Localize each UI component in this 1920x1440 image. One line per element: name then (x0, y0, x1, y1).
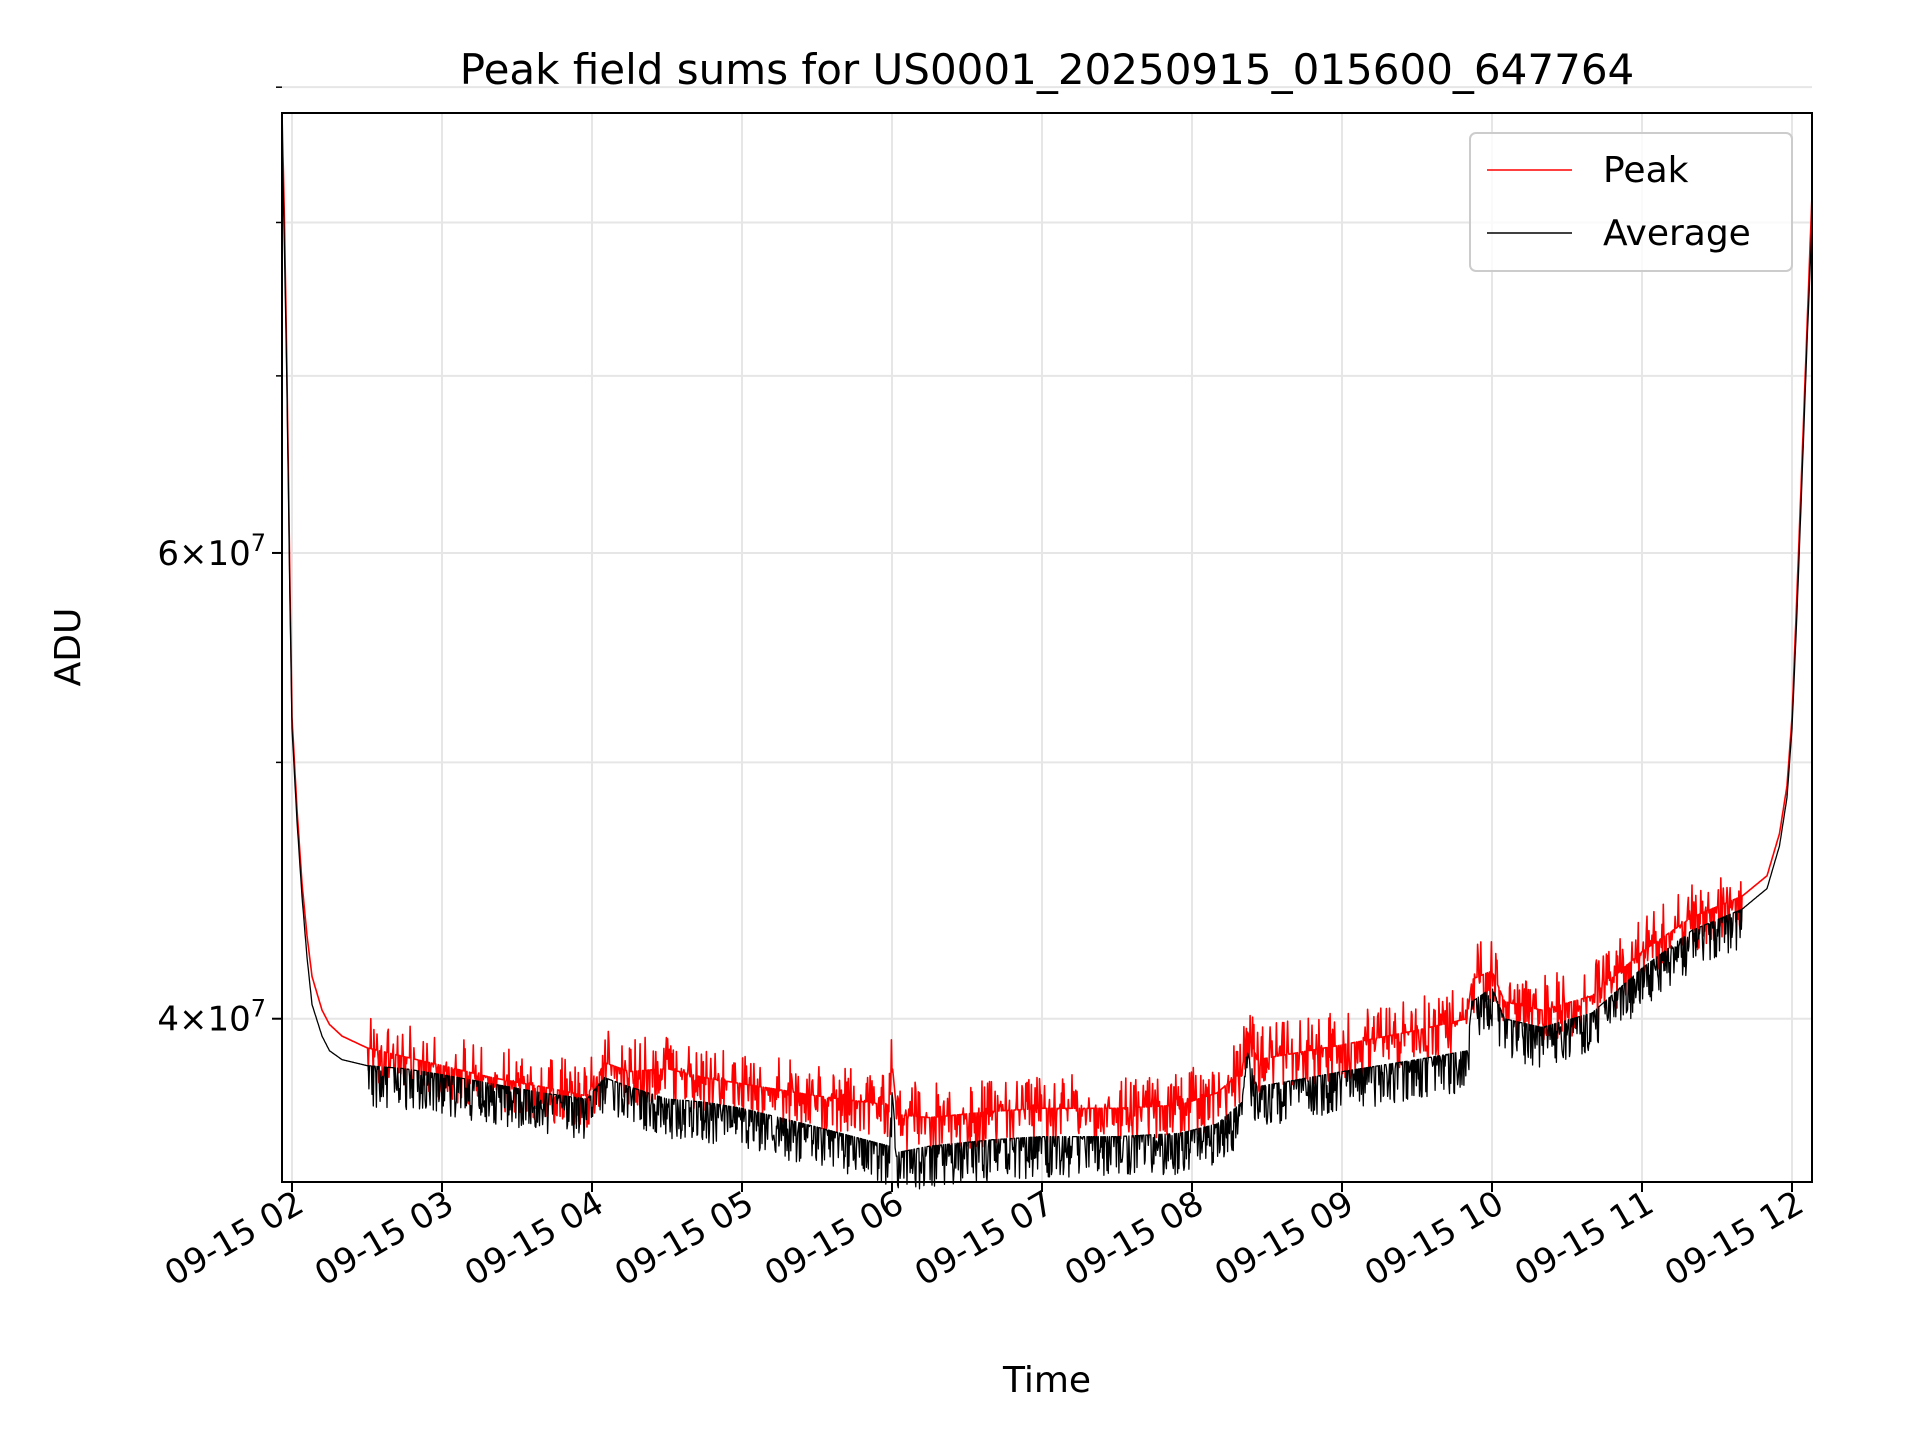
y-tick-label: 6×107 (157, 529, 266, 574)
legend-label-peak: Peak (1603, 150, 1689, 191)
grid (282, 86, 1812, 1182)
x-axis-label: Time (1002, 1360, 1091, 1401)
y-tick-label: 4×107 (157, 995, 266, 1040)
plot-frame (281, 112, 1813, 1183)
series-line-average (281, 139, 1813, 1190)
chart-title: Peak field sums for US0001_20250915_0156… (460, 45, 1635, 94)
y-axis-label: ADU (48, 608, 89, 687)
legend-label-average: Average (1603, 213, 1751, 254)
legend: Peak Average (1469, 132, 1793, 272)
series-layer (281, 112, 1813, 1190)
legend-box (1469, 132, 1793, 272)
